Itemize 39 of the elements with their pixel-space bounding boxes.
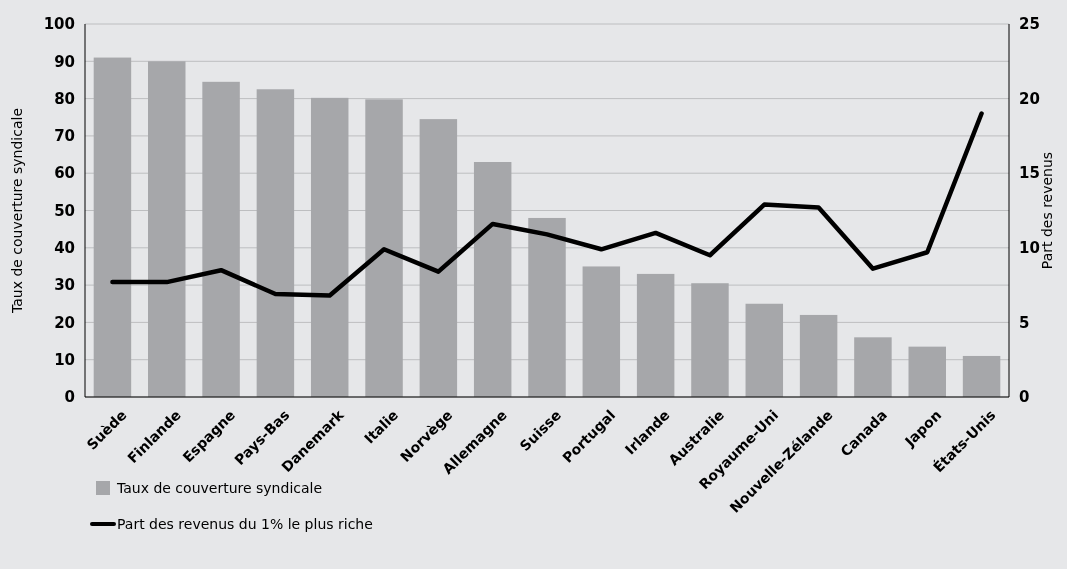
y2-tick-label: 25 xyxy=(1019,15,1040,34)
y-tick-label: 60 xyxy=(54,164,75,183)
y2-tick-label: 10 xyxy=(1019,239,1040,258)
legend-label: Taux de couverture syndicale xyxy=(116,479,323,496)
y2-tick-label: 20 xyxy=(1019,89,1040,108)
y2-tick-label: 0 xyxy=(1019,388,1030,407)
y2-axis-title: Part des revenus xyxy=(1039,151,1055,270)
y-tick-label: 90 xyxy=(54,52,75,71)
bar xyxy=(799,314,838,397)
y-tick-label: 20 xyxy=(54,313,75,332)
legend-label: Part des revenus du 1% le plus riche xyxy=(117,515,373,532)
bar xyxy=(691,283,729,397)
bar xyxy=(148,61,186,397)
bar xyxy=(962,355,1001,397)
line-series xyxy=(110,111,984,298)
bar xyxy=(636,273,675,397)
y-tick-label: 50 xyxy=(54,201,75,220)
y-axis-title: Taux de couverture syndicale xyxy=(9,107,25,315)
bar xyxy=(256,89,295,397)
y2-tick-label: 5 xyxy=(1019,313,1030,332)
y-tick-label: 80 xyxy=(54,89,75,108)
bar xyxy=(473,162,512,397)
y-tick-label: 30 xyxy=(54,276,75,295)
bar xyxy=(908,346,946,397)
y-tick-label: 70 xyxy=(54,127,75,146)
bar xyxy=(582,266,621,397)
y-tick-label: 100 xyxy=(43,15,75,34)
y2-tick-label: 15 xyxy=(1019,164,1040,183)
bar xyxy=(202,81,240,397)
bar xyxy=(365,99,403,397)
bar xyxy=(419,119,458,397)
y-tick-label: 40 xyxy=(54,239,75,258)
y-tick-label: 0 xyxy=(64,388,75,407)
bar xyxy=(528,217,566,397)
bar xyxy=(93,57,132,397)
bar xyxy=(745,303,784,397)
bar xyxy=(854,337,892,397)
y-tick-label: 10 xyxy=(54,350,75,369)
bar xyxy=(310,97,349,397)
